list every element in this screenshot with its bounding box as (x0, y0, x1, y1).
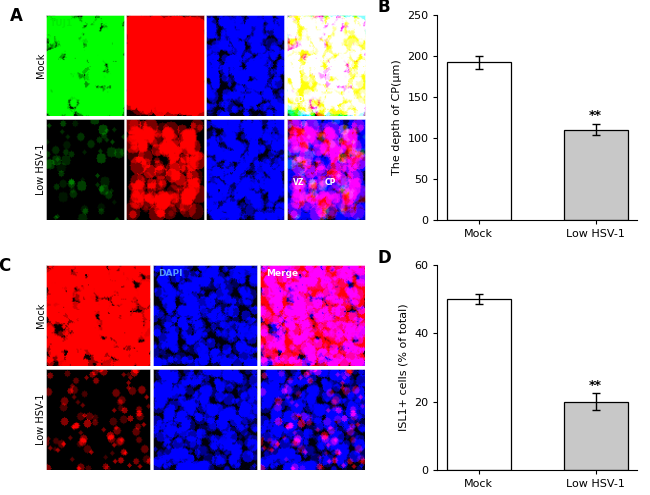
Bar (564, 130, 628, 220)
Text: PAX6: PAX6 (130, 19, 156, 28)
Text: Merge: Merge (266, 269, 298, 278)
Y-axis label: The depth of CP(μm): The depth of CP(μm) (392, 59, 402, 175)
Y-axis label: Low HSV-1: Low HSV-1 (36, 394, 46, 446)
Text: DAPI: DAPI (158, 269, 183, 278)
Text: CP: CP (324, 178, 335, 187)
Text: ISL1: ISL1 (51, 269, 73, 278)
Text: B: B (378, 0, 390, 16)
Text: **: ** (590, 379, 603, 392)
Text: C: C (0, 257, 11, 275)
Bar (447, 62, 511, 220)
Text: CP: CP (293, 96, 304, 105)
Y-axis label: ISL1+ cells (% of total): ISL1+ cells (% of total) (398, 304, 409, 432)
Bar (564, 402, 628, 470)
Y-axis label: Low HSV-1: Low HSV-1 (36, 144, 46, 195)
Text: A: A (10, 7, 23, 25)
Text: TUJ1: TUJ1 (49, 19, 73, 28)
Y-axis label: Mock: Mock (36, 303, 46, 328)
Y-axis label: Mock: Mock (36, 52, 46, 78)
Text: **: ** (590, 108, 603, 121)
Bar (447, 299, 511, 470)
Text: VZ: VZ (332, 96, 343, 105)
Text: VZ: VZ (293, 178, 304, 187)
Text: D: D (378, 248, 391, 267)
